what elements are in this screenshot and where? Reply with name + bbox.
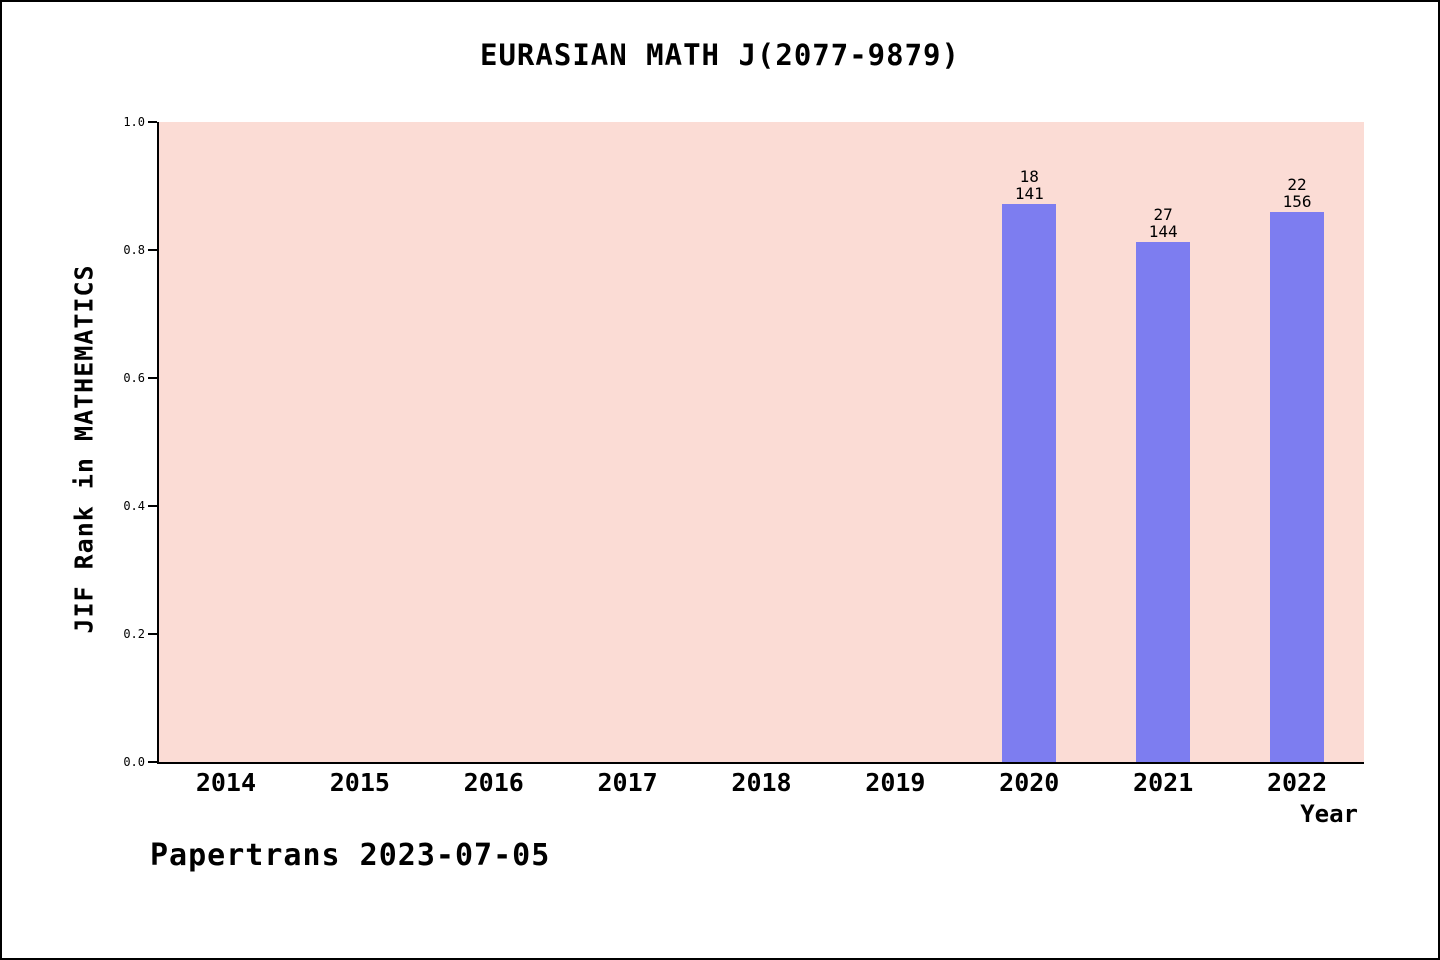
y-tick-label: 0.0 — [123, 755, 145, 769]
y-tick-label: 0.6 — [123, 371, 145, 385]
x-tick-label-2021: 2021 — [1133, 768, 1194, 797]
x-tick-label-2020: 2020 — [999, 768, 1060, 797]
y-tick-mark — [148, 761, 157, 763]
bar-value-line: 156 — [1282, 192, 1312, 212]
y-tick-label: 0.2 — [123, 627, 145, 641]
bar-value-line: 144 — [1148, 222, 1178, 241]
bar-value-label-2022: 22 156 — [1237, 176, 1357, 210]
plot-area: 0.0 0.2 0.4 0.6 0.8 1.0 2014 2015 2016 2017 2018 20… — [123, 115, 1364, 797]
chart-title: EURASIAN MATH J(2077-9879) — [480, 38, 960, 72]
x-tick-label-2015: 2015 — [329, 768, 390, 797]
y-tick-label: 0.8 — [123, 243, 145, 257]
x-tick-label-2019: 2019 — [865, 768, 926, 797]
bar-value-line: 27 — [1153, 205, 1173, 224]
x-tick-label-2014: 2014 — [195, 768, 257, 797]
y-tick-mark — [148, 377, 157, 379]
x-tick-label-2016: 2016 — [463, 768, 524, 797]
y-tick-mark — [148, 633, 157, 635]
y-axis-label: JIF Rank in MATHEMATICS — [69, 264, 99, 634]
bar-value-label-2021: 27 144 — [1103, 206, 1223, 240]
bar-value-line: 18 — [1019, 166, 1039, 186]
y-tick-label: 0.4 — [123, 499, 145, 513]
y-tick-mark — [148, 505, 157, 507]
bar-value-line: 141 — [1014, 183, 1044, 203]
bar-value-label-2020: 18 141 — [969, 168, 1089, 202]
bar-2020 — [1002, 203, 1057, 762]
y-tick-mark — [148, 121, 157, 123]
y-tick-label: 1.0 — [123, 115, 145, 129]
bar-2022 — [1270, 212, 1325, 762]
y-tick-mark — [148, 249, 157, 251]
x-tick-label-2022: 2022 — [1266, 768, 1328, 797]
x-axis-label: Year — [1300, 800, 1358, 828]
bar-2021 — [1136, 242, 1191, 762]
x-tick-label-2018: 2018 — [731, 768, 792, 797]
footer-text: Papertrans 2023-07-05 — [150, 838, 551, 873]
x-tick-label-2017: 2017 — [597, 768, 658, 797]
bar-value-line: 22 — [1287, 175, 1307, 195]
